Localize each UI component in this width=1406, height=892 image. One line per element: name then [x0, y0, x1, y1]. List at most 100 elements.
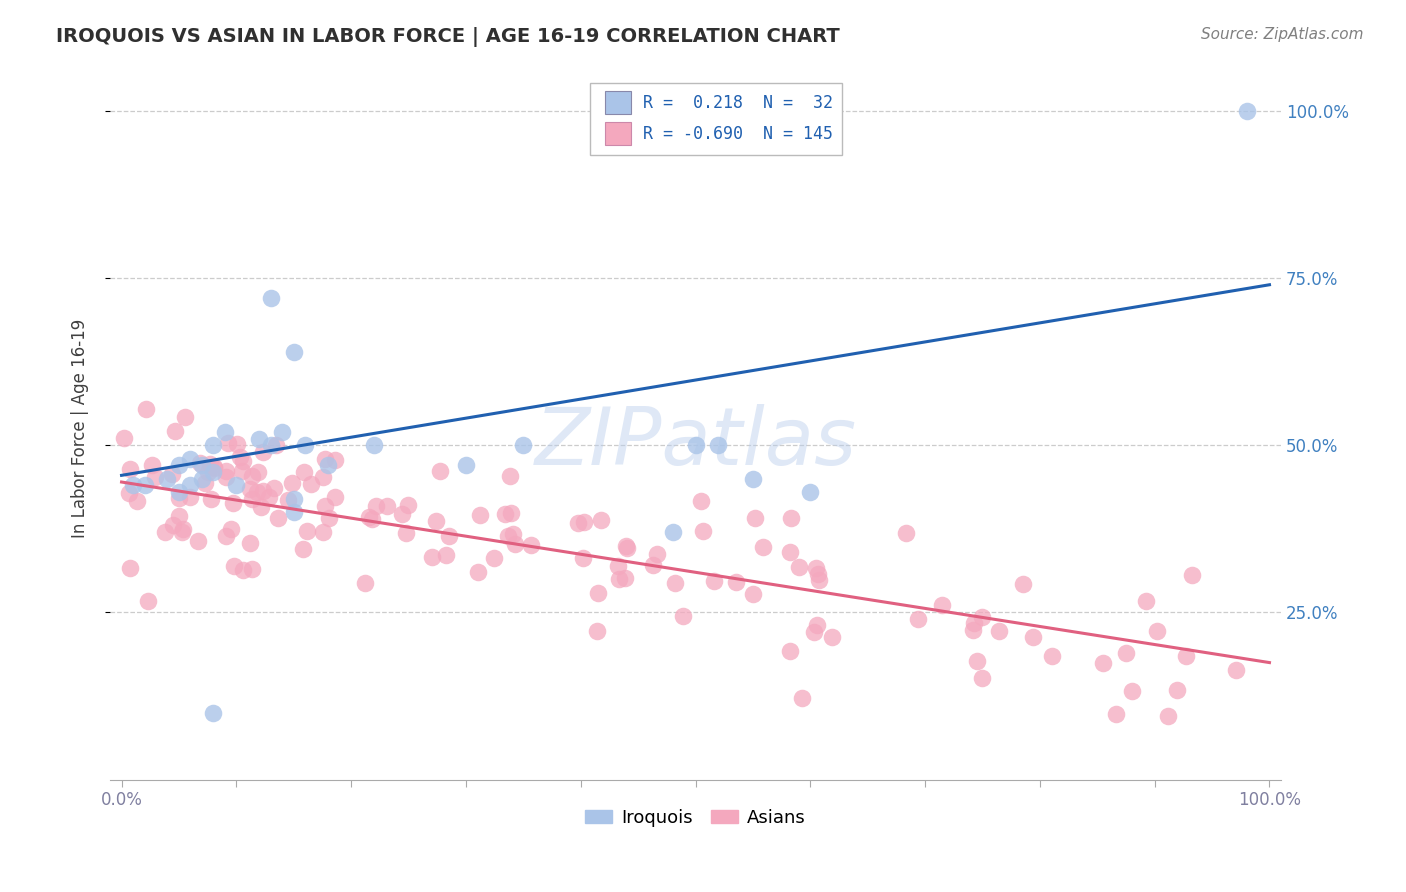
Point: [191, 458, 214, 473]
Point: [215, 464, 238, 478]
Point: [806, 618, 828, 632]
Point: [468, 508, 491, 522]
Point: [434, 548, 457, 562]
Point: [395, 526, 418, 541]
Point: [202, 438, 225, 452]
Point: [364, 499, 387, 513]
Point: [167, 491, 190, 505]
Point: [134, 478, 156, 492]
Point: [136, 593, 159, 607]
Point: [586, 586, 609, 600]
Point: [122, 478, 145, 492]
Point: [482, 550, 505, 565]
Point: [299, 477, 322, 491]
Point: [803, 624, 825, 639]
Point: [361, 512, 384, 526]
Point: [246, 465, 269, 479]
Point: [264, 438, 287, 452]
Text: IROQUOIS VS ASIAN IN LABOR FORCE | AGE 16-19 CORRELATION CHART: IROQUOIS VS ASIAN IN LABOR FORCE | AGE 1…: [56, 27, 839, 46]
Point: [219, 522, 242, 536]
Point: [641, 558, 664, 573]
Point: [429, 464, 451, 478]
Point: [202, 460, 225, 475]
Point: [607, 572, 630, 586]
Point: [229, 450, 252, 464]
Point: [202, 465, 225, 479]
Y-axis label: In Labor Force | Age 16-19: In Labor Force | Age 16-19: [72, 319, 89, 538]
Point: [120, 462, 142, 476]
Point: [314, 499, 336, 513]
Point: [894, 525, 917, 540]
Point: [277, 493, 299, 508]
Text: R = -0.690  N = 145: R = -0.690 N = 145: [643, 126, 832, 144]
Point: [572, 515, 595, 529]
Point: [232, 563, 254, 577]
Point: [202, 706, 225, 720]
Point: [291, 541, 314, 556]
Point: [672, 609, 695, 624]
Point: [751, 541, 773, 555]
Point: [312, 524, 335, 539]
Point: [806, 561, 828, 575]
Point: [222, 559, 245, 574]
Point: [703, 574, 725, 589]
Point: [779, 643, 801, 657]
Point: [173, 410, 195, 425]
Point: [155, 525, 177, 540]
Point: [118, 561, 141, 575]
Point: [425, 514, 447, 528]
Point: [283, 491, 305, 506]
Point: [503, 537, 526, 551]
Text: R =  0.218  N =  32: R = 0.218 N = 32: [643, 95, 832, 112]
FancyBboxPatch shape: [606, 122, 631, 145]
Point: [200, 492, 222, 507]
Point: [271, 425, 294, 439]
Point: [202, 461, 225, 475]
Point: [495, 507, 517, 521]
Point: [499, 469, 522, 483]
Point: [1105, 707, 1128, 722]
Point: [616, 541, 638, 556]
Point: [295, 524, 318, 538]
Point: [707, 438, 730, 452]
Point: [375, 499, 398, 513]
Point: [690, 494, 713, 508]
Point: [162, 517, 184, 532]
Point: [467, 565, 489, 579]
Point: [741, 472, 763, 486]
Point: [198, 457, 221, 471]
Point: [520, 538, 543, 552]
Point: [359, 510, 381, 524]
Point: [217, 435, 239, 450]
Point: [931, 599, 953, 613]
Point: [970, 609, 993, 624]
Point: [125, 494, 148, 508]
Point: [962, 623, 984, 637]
Point: [215, 529, 238, 543]
Point: [799, 485, 821, 500]
Point: [567, 516, 589, 531]
Point: [607, 559, 630, 574]
Point: [1092, 656, 1115, 670]
Point: [167, 458, 190, 473]
Point: [135, 402, 157, 417]
Text: ZIPatlas: ZIPatlas: [534, 403, 856, 482]
Point: [790, 691, 813, 706]
Point: [1012, 577, 1035, 591]
Point: [281, 475, 304, 490]
Point: [664, 575, 686, 590]
Point: [744, 511, 766, 525]
Point: [194, 476, 217, 491]
Point: [614, 540, 637, 554]
Point: [1166, 682, 1188, 697]
Point: [725, 574, 748, 589]
Point: [160, 467, 183, 482]
Point: [283, 344, 305, 359]
Point: [231, 464, 253, 478]
Point: [323, 453, 346, 467]
Point: [820, 630, 842, 644]
Point: [1225, 663, 1247, 677]
Point: [1121, 684, 1143, 698]
Point: [292, 465, 315, 479]
Point: [215, 470, 238, 484]
